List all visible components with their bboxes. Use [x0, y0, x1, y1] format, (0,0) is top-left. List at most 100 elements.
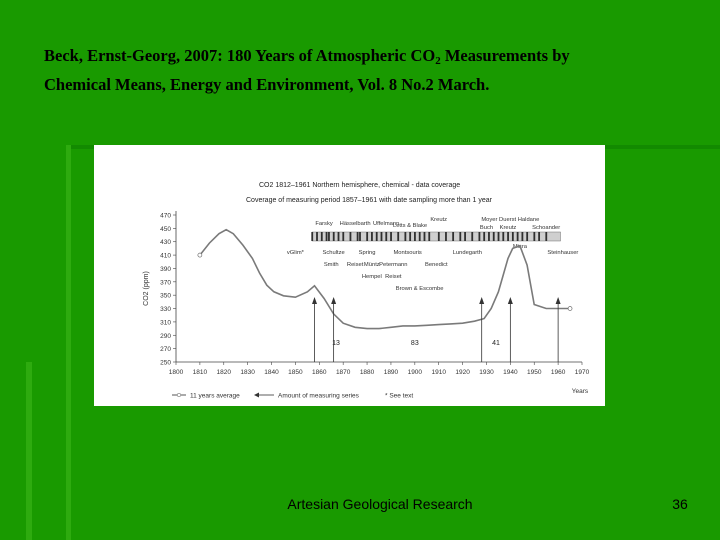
legend-label: Amount of measuring series — [278, 393, 360, 400]
annotation-above: Buch — [480, 225, 493, 231]
annotation-below: Montsouris — [393, 250, 421, 256]
y-tick-label: 370 — [160, 279, 171, 286]
coverage-bar — [516, 232, 519, 241]
footer-text: Artesian Geological Research — [287, 496, 473, 512]
decor-band-left — [26, 362, 32, 540]
y-tick-label: 390 — [160, 266, 171, 273]
x-tick-label: 1970 — [575, 369, 590, 376]
annotation-above: Kreutz — [430, 217, 447, 223]
title-line2: Chemical Means, Energy and Environment, … — [44, 75, 490, 94]
title-line1-sub: 2 — [435, 55, 441, 67]
annotation-below: Benedict — [425, 262, 448, 268]
x-tick-label: 1900 — [408, 369, 423, 376]
coverage-bar — [371, 232, 373, 241]
annotation-below: Steinhauser — [547, 250, 578, 256]
measuring-arrow-head — [479, 297, 485, 304]
coverage-bar — [533, 232, 536, 241]
y-tick-label: 350 — [160, 293, 171, 300]
y-tick-label: 410 — [160, 253, 171, 260]
coverage-bar — [428, 232, 431, 241]
x-tick-label: 1910 — [431, 369, 446, 376]
y-tick-label: 310 — [160, 319, 171, 326]
coverage-bar — [366, 232, 369, 241]
x-tick-label: 1830 — [240, 369, 255, 376]
x-tick-label: 1840 — [264, 369, 279, 376]
measuring-arrow-head — [312, 297, 318, 304]
coverage-bar — [414, 232, 416, 241]
x-tick-label: 1890 — [384, 369, 399, 376]
slide-title: Beck, Ernst-Georg, 2007: 180 Years of At… — [44, 44, 704, 96]
page-number: 36 — [672, 496, 688, 512]
coverage-bar — [337, 232, 340, 241]
annotation-above: Farsky — [315, 221, 332, 227]
coverage-bar — [471, 232, 474, 241]
annotation-below: Schultze — [323, 250, 345, 256]
coverage-bar — [375, 232, 378, 241]
x-axis-label: Years — [572, 388, 589, 395]
annotation-below: Reiset — [347, 262, 364, 268]
chart-title: CO2 1812–1961 Northern hemisphere, chemi… — [259, 182, 460, 189]
chart-subtitle: Coverage of measuring period 1857–1961 w… — [246, 197, 493, 204]
legend-label: 11 years average — [190, 393, 240, 400]
annotation-below: Hempel — [362, 274, 382, 280]
coverage-bar — [359, 232, 361, 241]
annotation-above: Moyer Duerst Haldane — [481, 217, 539, 223]
annotation-above: Uffelmann — [373, 221, 399, 227]
legend-circle-symbol — [176, 392, 182, 398]
x-tick-label: 1800 — [169, 369, 184, 376]
x-tick-label: 1950 — [527, 369, 542, 376]
coverage-bar — [478, 232, 481, 241]
title-line1-post: Measurements by — [440, 46, 570, 65]
y-tick-label: 250 — [160, 360, 171, 367]
decor-band-vertical — [66, 145, 71, 540]
coverage-bar — [342, 232, 345, 241]
coverage-bar — [380, 232, 383, 241]
x-tick-label: 1810 — [193, 369, 208, 376]
coverage-bar — [316, 232, 318, 241]
coverage-bar — [325, 232, 328, 241]
measuring-arrow-head — [331, 297, 337, 304]
x-tick-label: 1820 — [217, 369, 232, 376]
y-tick-label: 330 — [160, 306, 171, 313]
coverage-bar — [404, 232, 407, 241]
annotation-below: Petermann — [379, 262, 407, 268]
series-line — [199, 228, 571, 330]
series-start-point — [197, 252, 203, 258]
x-tick-label: 1960 — [551, 369, 566, 376]
annotation-below: Smith — [324, 262, 339, 268]
co2-chart: CO2 1812–1961 Northern hemisphere, chemi… — [143, 182, 590, 400]
y-axis-label: CO2 (ppm) — [143, 271, 150, 306]
y-tick-label: 430 — [160, 239, 171, 246]
coverage-bar — [538, 232, 541, 241]
coverage-bar — [423, 232, 426, 241]
coverage-bar — [502, 232, 505, 241]
coverage-bar — [464, 232, 466, 241]
coverage-bar — [545, 232, 548, 241]
coverage-bar — [452, 232, 455, 241]
series-end-point — [567, 306, 573, 311]
period-count-label: 13 — [332, 340, 340, 347]
coverage-bar — [521, 232, 524, 241]
coverage-bar — [492, 232, 495, 241]
measuring-arrow-head — [555, 297, 561, 304]
x-tick-label: 1850 — [288, 369, 303, 376]
x-tick-label: 1930 — [479, 369, 494, 376]
coverage-bar — [320, 232, 323, 241]
coverage-bar — [459, 232, 462, 241]
coverage-bar — [385, 232, 388, 241]
coverage-bar — [507, 232, 509, 241]
x-tick-label: 1860 — [312, 369, 327, 376]
x-tick-label: 1870 — [336, 369, 351, 376]
legend-label: * See text — [385, 393, 413, 400]
annotation-below: Lundegarth — [453, 250, 482, 256]
coverage-bar — [445, 232, 447, 241]
coverage-bar — [497, 232, 500, 241]
annotation-below: Müntz — [364, 262, 380, 268]
annotation-below: vGlim* — [287, 250, 305, 256]
coverage-bar — [349, 232, 352, 241]
coverage-bar — [332, 232, 335, 241]
coverage-bar — [409, 232, 412, 241]
measuring-arrow-head — [507, 297, 513, 304]
coverage-bar — [488, 232, 490, 241]
annotation-above: Letts & Blake — [393, 223, 427, 229]
